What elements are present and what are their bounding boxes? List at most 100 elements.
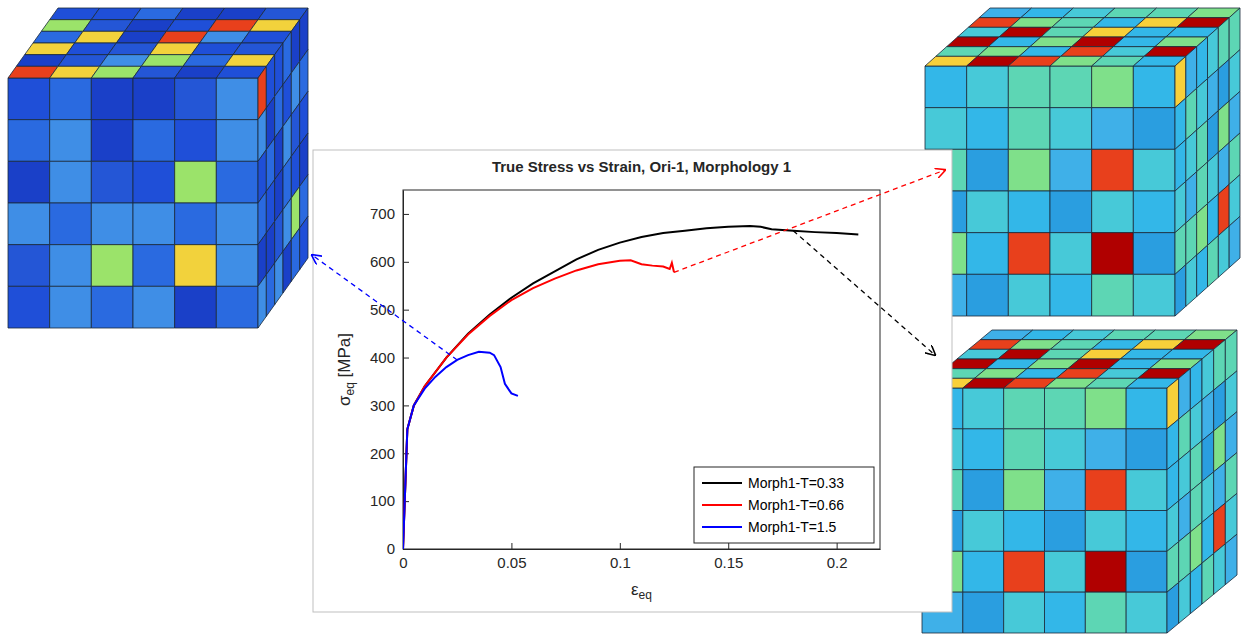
grain: [1197, 245, 1208, 296]
grain: [963, 429, 1004, 470]
series-line: [403, 260, 674, 549]
grain: [133, 245, 175, 287]
grain: [1045, 511, 1086, 552]
grain: [91, 203, 133, 245]
grain: [1126, 551, 1167, 592]
grain: [1004, 592, 1045, 633]
grain: [1050, 191, 1092, 233]
grain: [1229, 216, 1240, 267]
grain: [175, 161, 217, 203]
grain: [216, 286, 258, 328]
x-tick: 0.2: [827, 543, 848, 571]
y-tick-mark: [403, 262, 409, 263]
x-tick-label: 0.1: [610, 554, 631, 571]
grain: [133, 161, 175, 203]
grain: [258, 275, 266, 328]
grain: [1175, 265, 1186, 316]
grain: [1186, 255, 1197, 306]
y-tick: 500: [370, 301, 409, 318]
grain: [91, 245, 133, 287]
figure-frame: [313, 150, 952, 612]
grain: [1179, 573, 1191, 624]
grain: [1126, 429, 1167, 470]
grain: [133, 120, 175, 162]
grain: [963, 511, 1004, 552]
grain: [50, 161, 92, 203]
pointer-arrow: [674, 170, 945, 272]
grain: [175, 120, 217, 162]
x-tick-label: 0: [399, 554, 407, 571]
grain: [283, 240, 291, 293]
y-tick-label: 700: [370, 205, 395, 222]
grain: [1133, 233, 1175, 275]
grain: [50, 78, 92, 120]
grain: [1085, 388, 1126, 429]
grain: [1050, 274, 1092, 316]
pointer-arrow: [312, 255, 457, 360]
grain: [175, 286, 217, 328]
grain: [1085, 592, 1126, 633]
y-tick: 400: [370, 349, 409, 366]
grain: [216, 120, 258, 162]
grain: [91, 286, 133, 328]
x-tick-mark: [728, 543, 729, 549]
grain: [1050, 233, 1092, 275]
grain: [291, 228, 299, 281]
grain: [967, 274, 1009, 316]
grain: [925, 108, 967, 150]
grain: [1126, 470, 1167, 511]
grain: [50, 245, 92, 287]
grain: [967, 108, 1009, 150]
grain: [1004, 388, 1045, 429]
grain: [175, 203, 217, 245]
grain: [1085, 551, 1126, 592]
grain: [1050, 108, 1092, 150]
grain: [8, 203, 50, 245]
y-tick: 300: [370, 397, 409, 414]
grain: [1190, 563, 1202, 614]
canvas: True Stress vs Strain, Ori-1, Morphology…: [0, 0, 1252, 639]
legend-label: Morph1-T=0.66: [748, 497, 844, 513]
grain: [91, 161, 133, 203]
grain: [925, 66, 967, 108]
cube-right-bottom: [922, 330, 1237, 633]
series-line: [403, 226, 858, 549]
grain: [216, 161, 258, 203]
grain: [1092, 108, 1134, 150]
grain: [963, 470, 1004, 511]
grain: [175, 78, 217, 120]
grain: [1133, 274, 1175, 316]
series-line: [403, 352, 518, 549]
grain: [8, 245, 50, 287]
grain: [1004, 429, 1045, 470]
grain: [1092, 149, 1134, 191]
cube-left: [8, 8, 308, 328]
grain: [1126, 388, 1167, 429]
grain: [1004, 551, 1045, 592]
grain: [275, 251, 283, 304]
grain: [216, 245, 258, 287]
grain: [1008, 149, 1050, 191]
grain: [1167, 583, 1179, 634]
legend: Morph1-T=0.33Morph1-T=0.66Morph1-T=1.5: [694, 467, 874, 543]
x-axis-line: [404, 549, 881, 550]
legend-swatch: [702, 504, 742, 506]
y-tick: 0: [387, 540, 409, 557]
pointer-arrow: [793, 231, 935, 355]
grain: [1225, 534, 1237, 585]
grain: [1085, 470, 1126, 511]
lines: [403, 226, 858, 549]
grain: [266, 263, 274, 316]
y-tick-mark: [403, 310, 409, 311]
y-tick-label: 600: [370, 253, 395, 270]
grain: [133, 78, 175, 120]
x-tick: 0.1: [610, 543, 631, 571]
grain: [1092, 66, 1134, 108]
grain: [1092, 233, 1134, 275]
grain: [50, 203, 92, 245]
grain: [1008, 66, 1050, 108]
x-tick-mark: [620, 543, 621, 549]
y-tick-mark: [403, 405, 409, 406]
grain: [1133, 149, 1175, 191]
grain: [1008, 274, 1050, 316]
